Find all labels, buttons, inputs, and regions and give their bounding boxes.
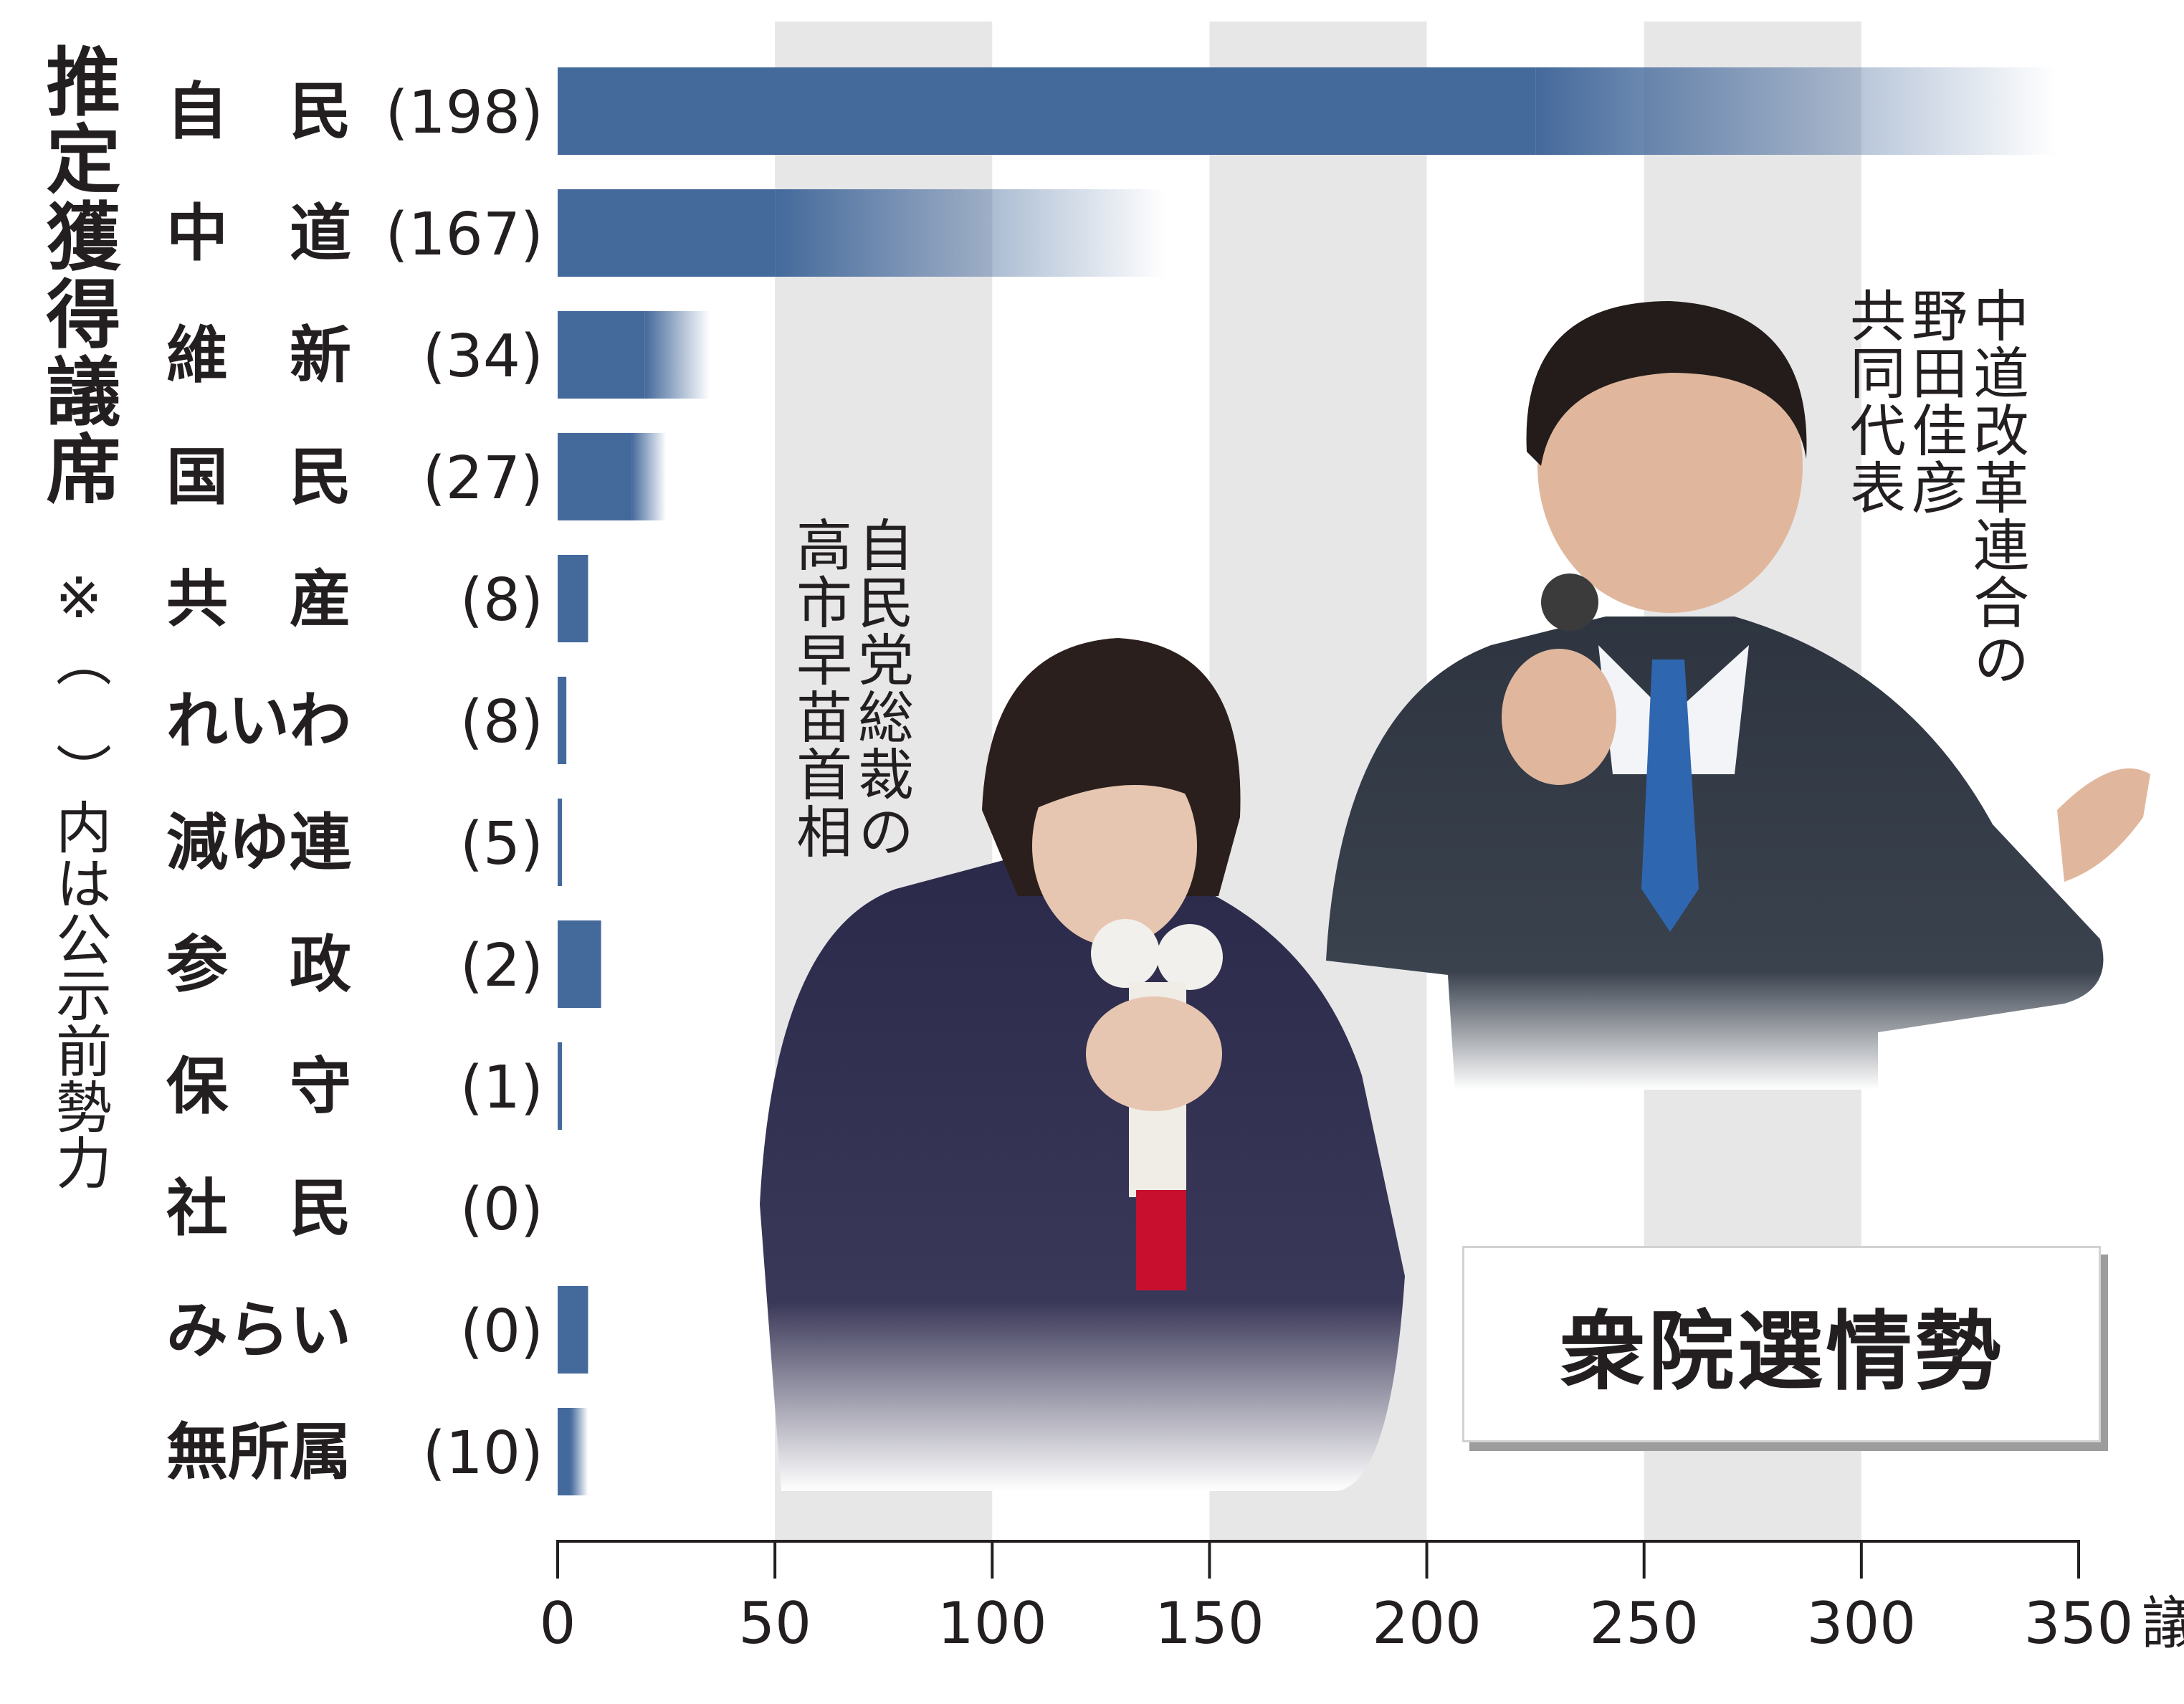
chart-title: 衆院選情勢 xyxy=(1462,1246,2101,1442)
bar xyxy=(558,920,601,1008)
bar-range-fade xyxy=(775,189,1166,277)
category-name: 維 新 xyxy=(166,320,351,391)
bar xyxy=(558,677,567,764)
prior-seats: (1) xyxy=(460,1054,543,1122)
prior-seats: (0) xyxy=(460,1176,543,1244)
x-tick-label: 150 xyxy=(1155,1590,1264,1657)
x-tick-label: 200 xyxy=(1372,1590,1482,1657)
bar xyxy=(558,555,588,642)
x-tick-label: 350 xyxy=(2024,1590,2134,1657)
prior-seats: (167) xyxy=(386,201,544,269)
y-axis-title: 推定獲得議席 xyxy=(33,43,120,508)
x-tick-label: 50 xyxy=(738,1590,811,1657)
bar xyxy=(558,799,563,886)
bar-range-fade xyxy=(644,311,710,399)
category-name: 減ゆ連 xyxy=(166,807,352,879)
bar xyxy=(558,1042,563,1130)
bar-range-fade xyxy=(571,1408,588,1495)
bars xyxy=(558,67,2057,1495)
prior-seats: (2) xyxy=(460,932,543,1000)
x-axis: 0 50 100 150 200 250 300 350議席 xyxy=(540,1540,2184,1657)
category-name: みらい xyxy=(166,1295,351,1366)
bar xyxy=(558,311,645,399)
photo-layer xyxy=(760,301,2150,1491)
category-name: 参 政 xyxy=(166,929,351,1001)
category-name: 保 守 xyxy=(166,1051,351,1123)
bar-range-fade xyxy=(1535,67,2057,155)
category-name: 自 民 xyxy=(166,76,351,148)
x-tick-label: 0 xyxy=(540,1590,576,1657)
bar xyxy=(558,1408,571,1495)
prior-seats: (8) xyxy=(460,566,543,634)
prior-seats: (5) xyxy=(460,810,543,878)
x-axis-unit: 議席 xyxy=(2142,1590,2184,1657)
x-tick-label: 300 xyxy=(1807,1590,1917,1657)
x-tick-label: 250 xyxy=(1589,1590,1699,1657)
noda-photo xyxy=(1326,301,2150,1090)
category-name: 国 民 xyxy=(166,442,351,513)
prior-seats: (27) xyxy=(423,444,543,513)
category-labels: 自 民 (198) 中 道 (167) 維 新 (34) 国 民 (27) 共 産 (8) れいわ (… xyxy=(166,76,543,1488)
bar xyxy=(558,1286,588,1374)
bar xyxy=(558,433,632,520)
prior-seats: (10) xyxy=(423,1419,543,1488)
bar-range-fade xyxy=(631,433,667,520)
category-name: 社 民 xyxy=(166,1173,351,1244)
prior-seats: (198) xyxy=(386,79,544,147)
noda-caption: 中道改革連合の 野田佳彦 共同代表 xyxy=(1841,287,2028,688)
takaichi-photo xyxy=(760,638,1405,1491)
category-name: 無所属 xyxy=(166,1417,351,1488)
prior-seats: (8) xyxy=(460,688,543,756)
bar xyxy=(558,189,776,277)
prior-seats: (0) xyxy=(460,1298,543,1366)
takaichi-caption: 自民党総裁の 高市早苗首相 xyxy=(787,516,913,860)
bar xyxy=(558,67,1536,155)
prior-seats: (34) xyxy=(423,323,543,391)
category-name: 中 道 xyxy=(166,198,351,270)
category-name: 共 産 xyxy=(166,563,351,635)
x-tick-label: 100 xyxy=(938,1590,1047,1657)
category-name: れいわ xyxy=(166,685,351,757)
footnote: ※（ ）内は公示前勢力 xyxy=(47,566,111,1190)
